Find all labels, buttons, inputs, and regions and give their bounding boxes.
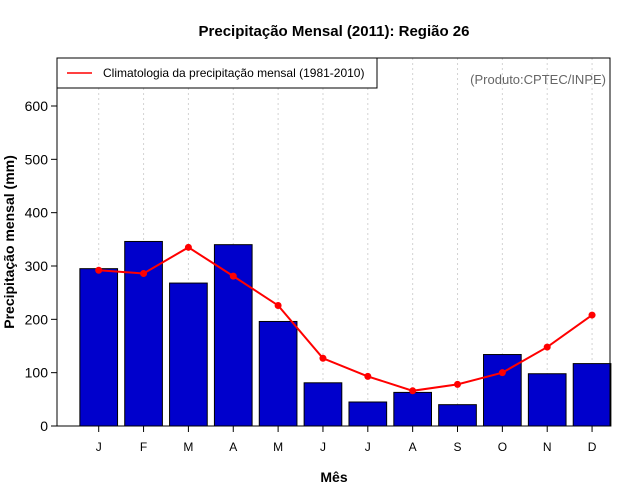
bar-m-3 (169, 282, 208, 427)
bar-f-2 (124, 240, 163, 427)
y-tick-label: 100 (25, 365, 49, 381)
legend-box (56, 57, 378, 89)
legend-label: Climatologia da precipitação mensal (198… (103, 66, 364, 80)
bar-a-8 (393, 391, 432, 427)
y-tick-label: 500 (25, 151, 49, 167)
climatology-point (364, 372, 372, 380)
x-tick-label: A (409, 440, 417, 454)
climatology-point (409, 387, 417, 395)
x-tick-label: S (454, 440, 462, 454)
bar-n-11 (527, 373, 567, 427)
climatology-point (543, 343, 551, 351)
climatology-line (98, 246, 593, 392)
legend: Climatologia da precipitação mensal (198… (56, 57, 378, 89)
bar-j-6 (303, 382, 343, 427)
x-tick-label: M (183, 440, 193, 454)
climatology-point (588, 311, 596, 319)
x-tick-label: J (320, 440, 326, 454)
y-tick-label: 200 (25, 311, 49, 327)
y-tick-label: 0 (40, 418, 48, 434)
y-axis: 0 100 200 300 400 500 600 (25, 98, 57, 434)
climatology-point (95, 266, 103, 274)
y-axis-label: Precipitação mensal (mm) (1, 155, 17, 329)
climatology-point (454, 380, 462, 388)
climatology-point (184, 243, 192, 251)
x-tick-label: J (365, 440, 371, 454)
x-tick-label: A (229, 440, 237, 454)
y-tick-label: 400 (25, 205, 49, 221)
x-tick-label: O (498, 440, 507, 454)
climatology-point (498, 369, 506, 377)
bars-group (79, 240, 612, 427)
y-tick-label: 600 (25, 98, 49, 114)
x-tick-label: D (588, 440, 597, 454)
y-tick-label: 300 (25, 258, 49, 274)
bar-d-12 (572, 363, 612, 427)
x-tick-label: M (273, 440, 283, 454)
climatology-point (274, 301, 282, 309)
bar-j-7 (348, 401, 388, 427)
x-tick-label: J (96, 440, 102, 454)
bar-a-4 (213, 244, 253, 427)
source-note: (Produto:CPTEC/INPE) (470, 72, 606, 87)
x-axis-label: Mês (320, 469, 347, 485)
climatology-point (140, 269, 148, 277)
climatology-point (319, 354, 327, 362)
climatology-point (229, 272, 237, 280)
climatology-line-group (95, 243, 596, 395)
chart-title: Precipitação Mensal (2011): Região 26 (199, 23, 470, 40)
bar-s-9 (438, 404, 477, 427)
x-tick-label: N (543, 440, 552, 454)
x-tick-label: F (140, 440, 147, 454)
bar-m-5 (258, 320, 298, 427)
bar-j-1 (79, 268, 119, 427)
